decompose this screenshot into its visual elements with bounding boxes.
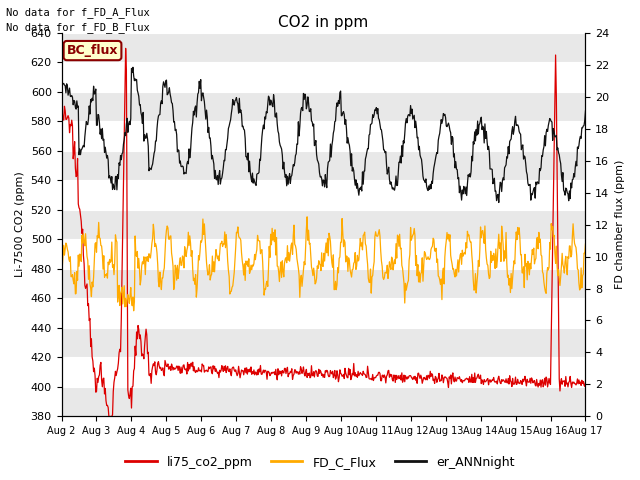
Text: No data for f_FD_B_Flux: No data for f_FD_B_Flux [6, 22, 150, 33]
Text: No data for f_FD_A_Flux: No data for f_FD_A_Flux [6, 7, 150, 18]
Bar [61, 269, 586, 299]
Title: CO2 in ppm: CO2 in ppm [278, 15, 369, 30]
Bar [61, 387, 586, 417]
Bar [61, 210, 586, 240]
Bar [61, 328, 586, 358]
Text: BC_flux: BC_flux [67, 44, 118, 57]
Bar [61, 151, 586, 180]
Bar [61, 92, 586, 121]
Legend: li75_co2_ppm, FD_C_Flux, er_ANNnight: li75_co2_ppm, FD_C_Flux, er_ANNnight [120, 451, 520, 474]
Y-axis label: FD chamber flux (ppm): FD chamber flux (ppm) [615, 160, 625, 289]
Bar [61, 33, 586, 62]
Y-axis label: Li-7500 CO2 (ppm): Li-7500 CO2 (ppm) [15, 172, 25, 277]
